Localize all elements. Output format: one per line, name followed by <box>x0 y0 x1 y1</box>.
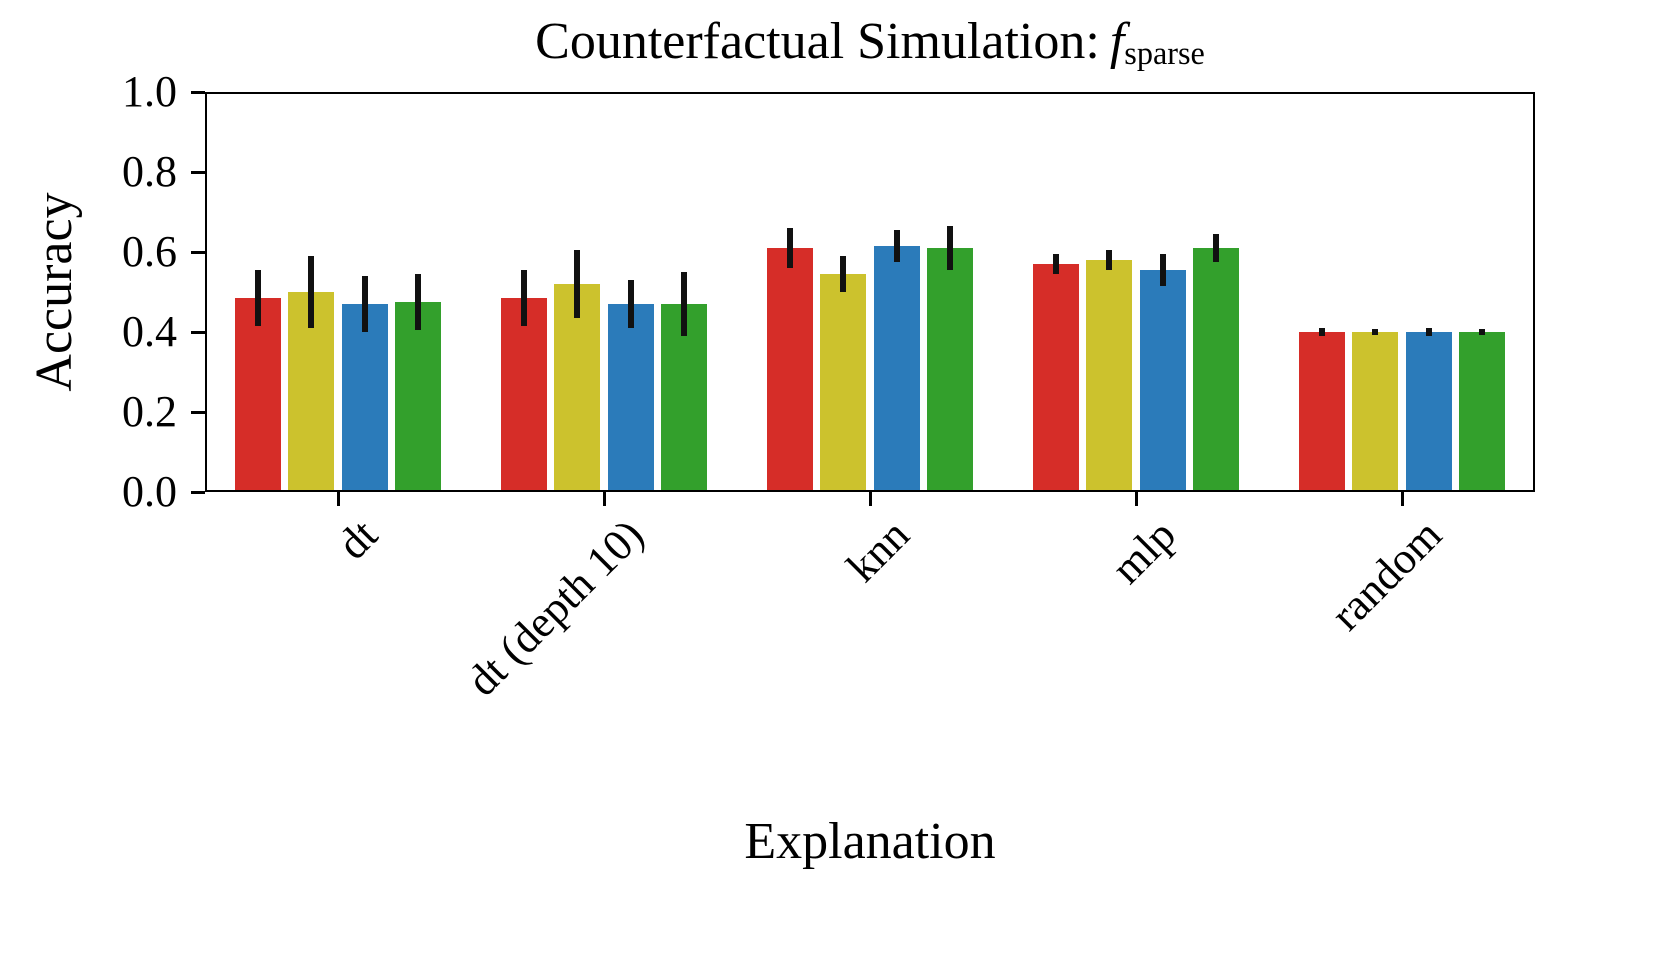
error-bar <box>787 228 794 268</box>
y-tick-mark <box>191 250 205 254</box>
error-bar <box>1053 254 1060 274</box>
bar-random-series-red <box>1299 332 1346 492</box>
bar-knn-series-green <box>926 248 973 492</box>
bar-mlp-series-blue <box>1139 270 1186 492</box>
y-tick-mark <box>191 170 205 174</box>
x-tick-mark <box>1134 492 1138 506</box>
error-bar <box>361 276 368 332</box>
error-bar <box>627 280 634 328</box>
error-bar <box>1372 328 1379 336</box>
bar-random-series-blue <box>1405 332 1452 492</box>
x-tick-mark <box>868 492 872 506</box>
x-tick-label: random <box>1320 510 1451 640</box>
bar-dt-depth-10--series-blue <box>607 304 654 492</box>
y-tick-label: 0.8 <box>122 147 177 196</box>
error-bar <box>308 256 315 328</box>
bar-mlp-series-yellow <box>1086 260 1133 492</box>
y-tick-mark <box>191 490 205 494</box>
bar-random-series-yellow <box>1352 332 1399 492</box>
error-bar <box>1478 328 1485 336</box>
y-tick-mark <box>191 410 205 414</box>
x-tick-label: knn <box>837 510 919 592</box>
bar-random-series-green <box>1458 332 1505 492</box>
error-bar <box>255 270 262 326</box>
bar-mlp-series-red <box>1033 264 1080 492</box>
bar-dt-series-green <box>394 302 441 492</box>
x-tick-mark <box>336 492 340 506</box>
y-tick-mark <box>191 90 205 94</box>
bar-knn-series-yellow <box>820 274 867 492</box>
y-tick-label: 0.4 <box>122 307 177 356</box>
y-tick-label: 1.0 <box>122 67 177 116</box>
error-bar <box>521 270 528 326</box>
chart-title-subscript: sparse <box>1124 34 1205 71</box>
error-bar <box>1212 234 1219 262</box>
x-tick-label: mlp <box>1101 510 1185 594</box>
error-bar <box>1425 328 1432 336</box>
error-bar <box>1159 254 1166 286</box>
bar-dt-series-red <box>235 298 282 492</box>
error-bar <box>1106 250 1113 270</box>
bar-knn-series-blue <box>873 246 920 492</box>
error-bar <box>946 226 953 270</box>
x-tick-mark <box>602 492 606 506</box>
x-tick-label: dt <box>327 510 387 569</box>
y-tick-label: 0.0 <box>122 467 177 516</box>
error-bar <box>840 256 847 292</box>
error-bar <box>574 250 581 318</box>
bar-mlp-series-green <box>1192 248 1239 492</box>
error-bar <box>680 272 687 336</box>
y-tick-label: 0.2 <box>122 387 177 436</box>
chart-title-math-f: f <box>1109 13 1125 70</box>
error-bar <box>414 274 421 330</box>
y-tick-label: 0.6 <box>122 227 177 276</box>
y-tick-mark <box>191 330 205 334</box>
x-axis-label: Explanation <box>744 813 996 870</box>
chart-title-text: Counterfactual Simulation: <box>535 13 1100 70</box>
bar-dt-depth-10--series-yellow <box>554 284 601 492</box>
bar-dt-depth-10--series-red <box>501 298 548 492</box>
x-tick-mark <box>1400 492 1404 506</box>
chart-title: Counterfactual Simulation: fsparse <box>205 10 1535 85</box>
error-bar <box>893 230 900 262</box>
bar-knn-series-red <box>767 248 814 492</box>
error-bar <box>1319 328 1326 336</box>
x-tick-label: dt (depth 10) <box>457 510 653 706</box>
bar-dt-series-blue <box>341 304 388 492</box>
